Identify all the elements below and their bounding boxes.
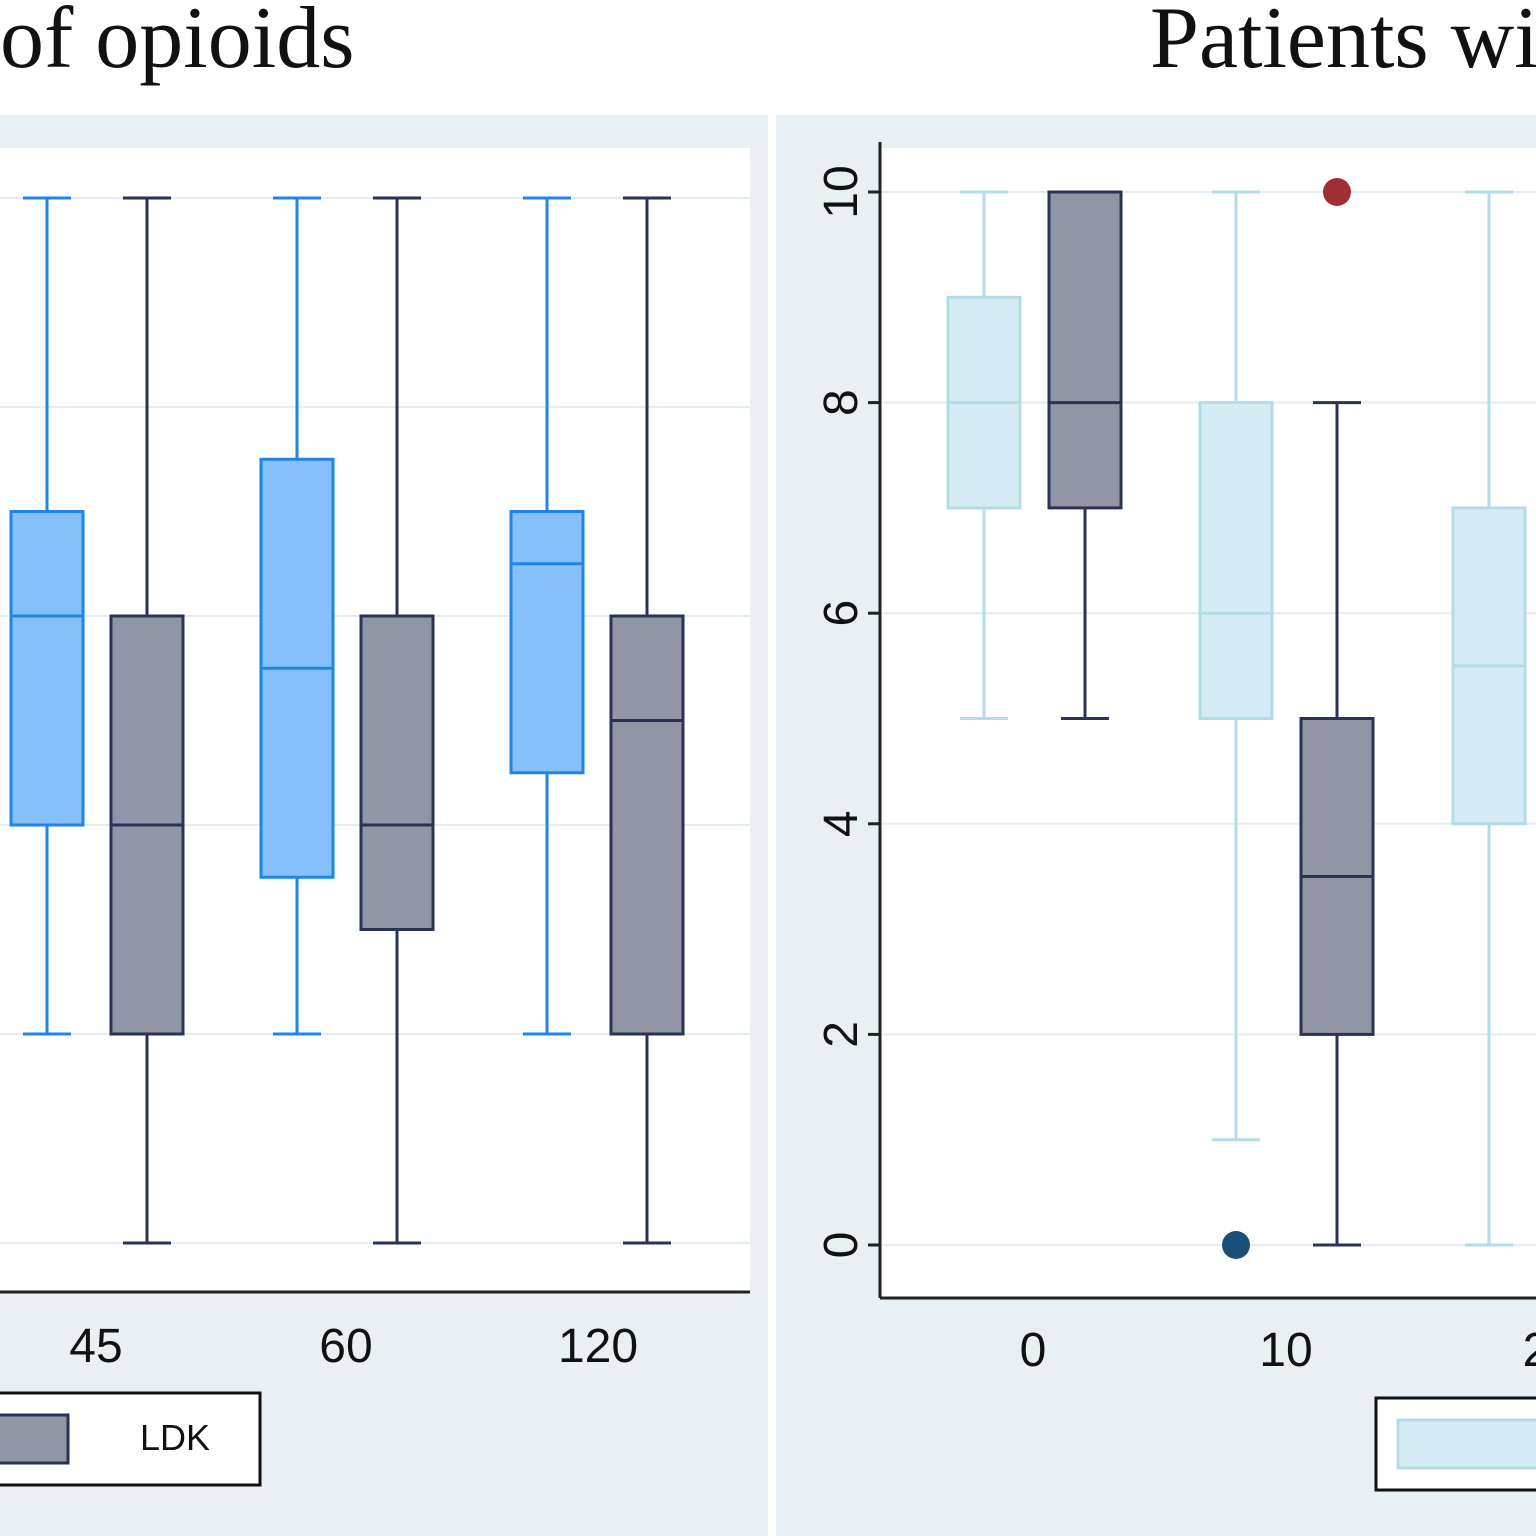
right-x-tick-labels: 0 10 2 xyxy=(1020,1324,1536,1377)
right-y-tick-label: 4 xyxy=(815,810,868,837)
left-legend: LDK xyxy=(0,1391,262,1487)
left-x-tick-label: 60 xyxy=(319,1320,372,1373)
left-boxes xyxy=(9,196,685,1245)
right-x-tick-label: 10 xyxy=(1259,1324,1312,1377)
right-boxes xyxy=(946,178,1527,1259)
left-legend-label-b: LDK xyxy=(140,1417,210,1458)
left-box-b-60-iqr xyxy=(359,614,435,931)
right-y-tick-label: 0 xyxy=(815,1232,868,1259)
right-y-tick-label: 8 xyxy=(815,389,868,416)
left-x-tick-label: 120 xyxy=(558,1320,638,1373)
right-legend xyxy=(1374,1396,1536,1492)
left-box-a-45-iqr xyxy=(9,510,85,827)
left-box-a-120-iqr xyxy=(509,510,585,775)
right-x-tick-label: 0 xyxy=(1020,1324,1047,1377)
right-chart-title: Patients wi xyxy=(1150,0,1536,87)
left-box-b-120-iqr xyxy=(609,614,685,1036)
right-y-tick-label: 6 xyxy=(815,600,868,627)
right-y-tick-label: 2 xyxy=(815,1021,868,1048)
right-box-a-10-outlier xyxy=(1222,1231,1250,1259)
right-y-tick-label: 10 xyxy=(815,165,868,218)
left-x-tick-label: 45 xyxy=(69,1320,122,1373)
right-x-tick-label: 2 xyxy=(1523,1324,1536,1377)
right-box-b-0-iqr xyxy=(1047,190,1123,510)
right-box-a-10-iqr xyxy=(1198,401,1274,720)
right-legend-swatch-a xyxy=(1396,1418,1536,1470)
left-legend-swatch-b xyxy=(0,1413,70,1465)
left-x-tick-labels: 45 60 120 xyxy=(69,1320,638,1373)
panel-divider xyxy=(768,115,776,1536)
left-chart-title: of opioids xyxy=(0,0,355,87)
right-y-tick-labels: 0 2 4 6 8 10 xyxy=(815,165,880,1258)
right-box-b-10-outlier xyxy=(1323,178,1351,206)
